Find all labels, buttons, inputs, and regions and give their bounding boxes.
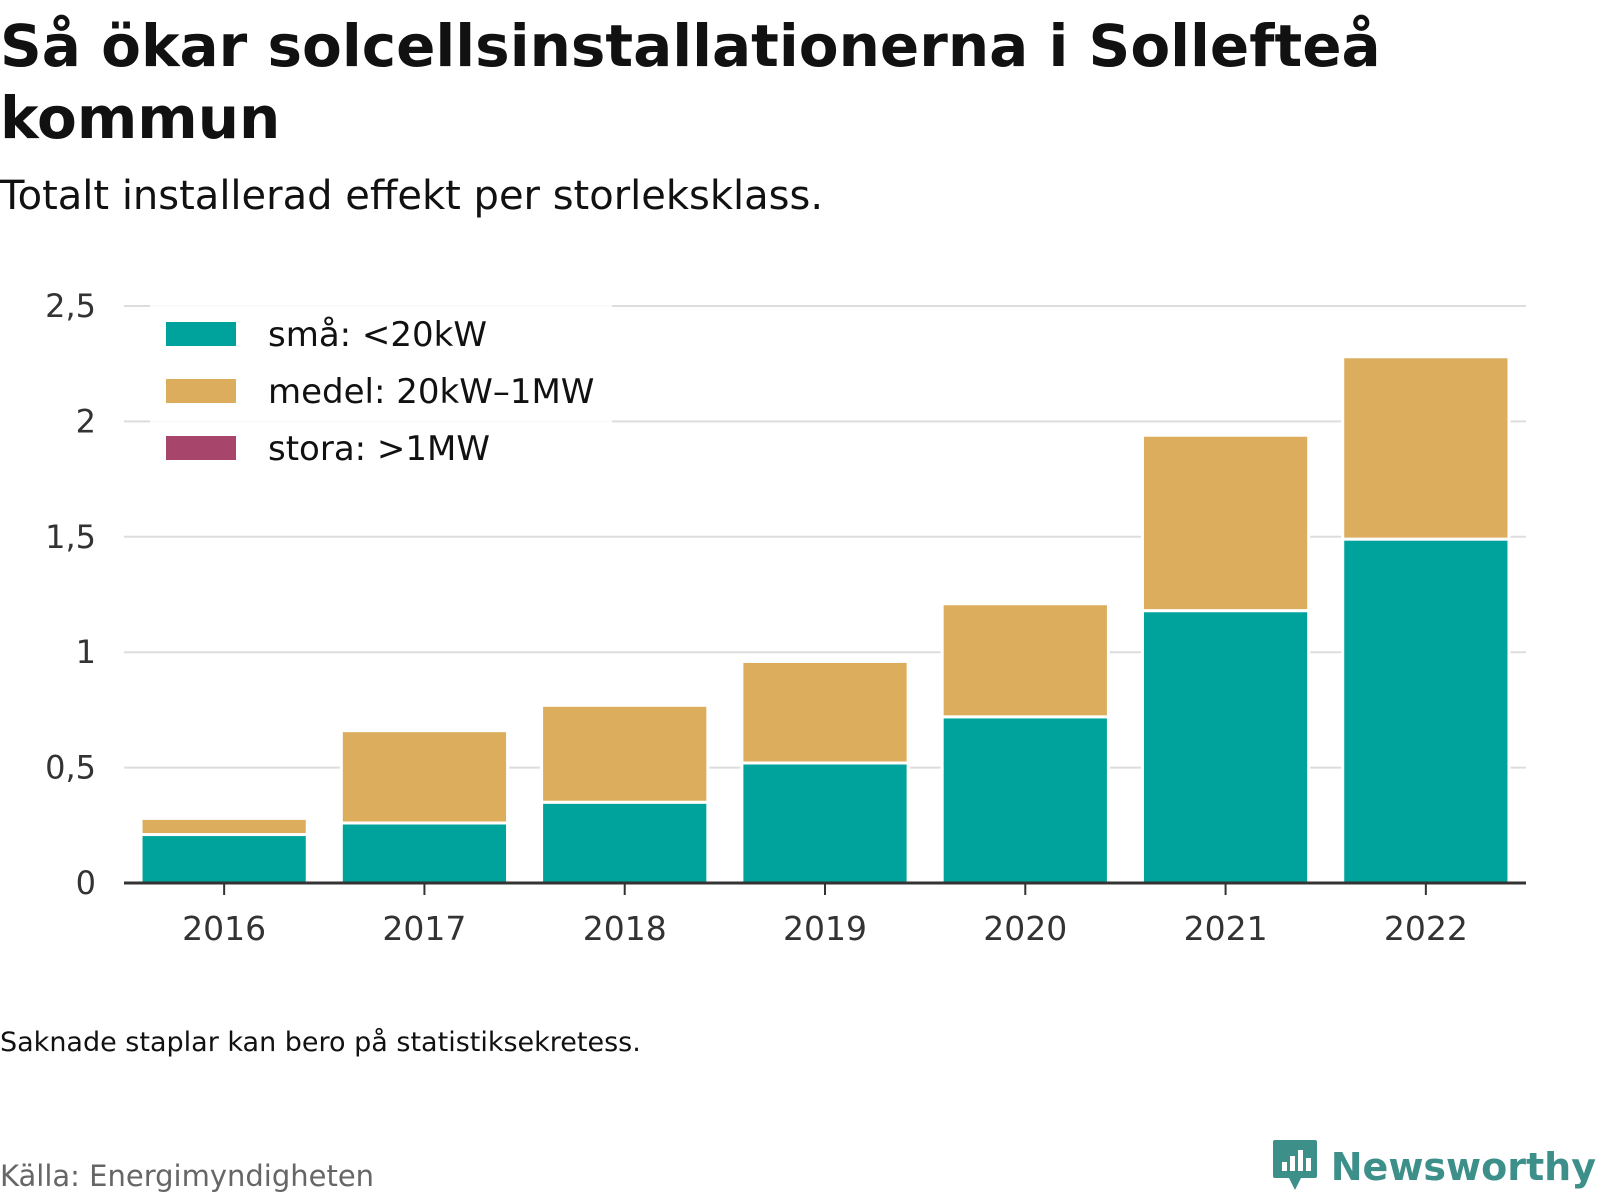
bar-2020-series-0 [940, 715, 1110, 885]
footnote: Saknade staplar kan bero på statistiksek… [0, 1027, 641, 1058]
chart-subtitle: Totalt installerad effekt per storlekskl… [0, 173, 824, 219]
bar-2020-series-1 [940, 602, 1110, 719]
bar-2017-series-0 [339, 821, 510, 885]
x-tick-label: 2020 [983, 909, 1067, 948]
chart-title: Så ökar solcellsinstallationerna i Solle… [0, 12, 1381, 152]
legend-label: stora: >1MW [268, 429, 490, 469]
bar-2022-series-0 [1341, 537, 1511, 885]
legend-swatch [166, 379, 236, 403]
bar-2018-series-1 [540, 703, 710, 804]
legend: små: <20kW medel: 20kW–1MW stora: >1MW [150, 304, 612, 469]
bar-2018-series-0 [540, 800, 710, 885]
y-tick-label: 2,5 [45, 287, 96, 325]
bar-2022-series-1 [1341, 355, 1511, 541]
y-tick-label: 1 [76, 633, 96, 671]
x-tick-label: 2016 [182, 909, 266, 948]
newsworthy-logo-icon [1272, 1140, 1317, 1190]
legend-swatch [166, 436, 236, 460]
x-axis-ticks: 2016 2017 2018 2019 2020 2021 2022 [182, 909, 1468, 948]
bar-2016-series-1 [139, 816, 309, 837]
x-tick-label: 2019 [783, 909, 867, 948]
x-tick-label: 2022 [1384, 909, 1468, 948]
bar-2021-series-0 [1140, 609, 1311, 885]
bar-2021-series-1 [1140, 433, 1311, 613]
x-tick-label: 2017 [382, 909, 466, 948]
y-tick-label: 0 [76, 864, 96, 902]
bar-2016-series-0 [139, 833, 309, 885]
legend-swatch [166, 322, 236, 346]
bars [139, 355, 1511, 885]
brand-logo: Newsworthy [1271, 1138, 1596, 1196]
y-tick-label: 0,5 [45, 749, 96, 787]
brand-name: Newsworthy [1330, 1145, 1596, 1189]
legend-label: små: <20kW [268, 315, 487, 355]
x-tick-label: 2018 [583, 909, 667, 948]
bar-2019-series-1 [740, 659, 910, 765]
x-tick-label: 2021 [1184, 909, 1268, 948]
bar-2017-series-1 [339, 729, 510, 825]
y-tick-label: 1,5 [45, 518, 96, 556]
y-axis-ticks: 0 0,5 1 1,5 2 2,5 [45, 287, 96, 902]
legend-label: medel: 20kW–1MW [268, 372, 594, 412]
x-axis [124, 881, 1526, 895]
y-tick-label: 2 [76, 402, 96, 440]
bar-2019-series-0 [740, 761, 910, 885]
stacked-bar-chart: 0 0,5 1 1,5 2 2,5 2016 2017 2018 2019 2020 2021 202… [45, 287, 1526, 948]
source-text: Källa: Energimyndigheten [0, 1159, 375, 1193]
